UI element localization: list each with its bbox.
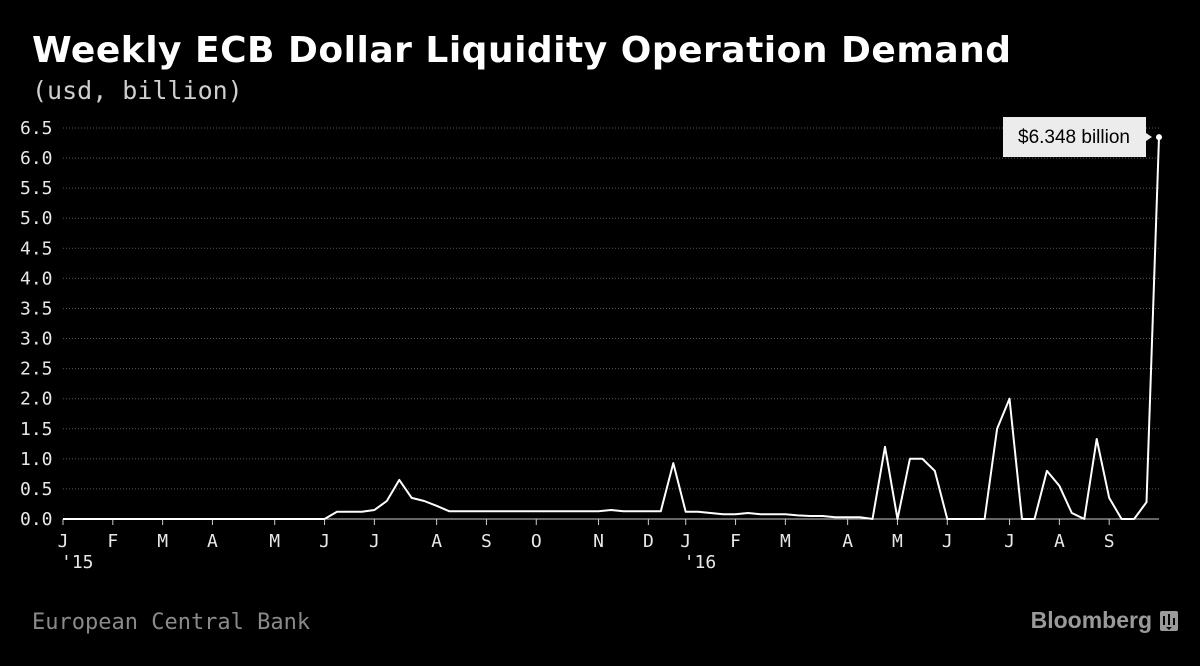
x-tick-label: J: [942, 531, 953, 552]
x-tick-label: F: [730, 531, 741, 552]
y-tick-label: 3.0: [20, 329, 53, 350]
y-tick-label: 6.5: [20, 118, 53, 139]
value-callout: $6.348 billion: [1003, 117, 1152, 157]
y-tick-label: 4.0: [20, 268, 53, 289]
x-tick-label: J: [369, 531, 380, 552]
x-tick-label: A: [1054, 531, 1065, 552]
y-axis-ticks: 0.0 0.5 1.0 1.5 2.0 2.5 3.0 3.5 4.0 4.5 5.0 5.5 6.0 6…: [20, 118, 53, 530]
grid-lines: [63, 127, 1159, 490]
x-year-label: '15: [61, 552, 94, 573]
callout-box: [1003, 117, 1146, 157]
y-tick-label: 0.0: [20, 509, 53, 530]
y-tick-label: 3.5: [20, 298, 53, 319]
y-tick-label: 4.5: [20, 238, 53, 259]
x-tick-label: S: [1104, 531, 1115, 552]
chart-subtitle: (usd, billion): [32, 76, 243, 105]
callout-label: $6.348 billion: [1018, 127, 1130, 148]
brand-logo: Bloomberg: [1031, 607, 1178, 634]
x-tick-label: M: [780, 531, 791, 552]
y-tick-label: 1.5: [20, 419, 53, 440]
x-tick-label: J: [58, 531, 69, 552]
y-tick-label: 0.5: [20, 479, 53, 500]
brand-name: Bloomberg: [1030, 607, 1152, 633]
x-tick-label: S: [481, 531, 492, 552]
y-tick-label: 2.5: [20, 359, 53, 380]
series-line: [63, 137, 1160, 520]
x-tick-label: A: [431, 531, 442, 552]
chart-title: Weekly ECB Dollar Liquidity Operation De…: [32, 30, 1012, 71]
x-axis-ticks: J'15F M A M J J A S O N D J'16F M A M J J A S: [58, 519, 1115, 573]
y-tick-label: 6.0: [20, 148, 53, 169]
y-tick-label: 1.0: [20, 449, 53, 470]
callout-pointer: [1146, 133, 1152, 141]
x-tick-label: N: [593, 531, 604, 552]
x-tick-label: J: [319, 531, 330, 552]
x-tick-label: M: [269, 531, 280, 552]
x-tick-label: M: [892, 531, 903, 552]
y-tick-label: 2.0: [20, 389, 53, 410]
x-year-label: '16: [684, 552, 717, 573]
y-tick-label: 5.5: [20, 178, 53, 199]
x-tick-label: J: [680, 531, 691, 552]
source-label: European Central Bank: [32, 610, 311, 635]
end-point-marker: [1156, 134, 1162, 141]
x-tick-label: F: [107, 531, 118, 552]
x-tick-label: D: [643, 531, 654, 552]
y-tick-label: 5.0: [20, 208, 53, 229]
x-tick-label: O: [531, 531, 542, 552]
x-tick-label: A: [842, 531, 853, 552]
x-tick-label: M: [157, 531, 168, 552]
bloomberg-terminal-icon: [1160, 610, 1178, 631]
x-tick-label: J: [1004, 531, 1015, 552]
x-tick-label: A: [207, 531, 218, 552]
